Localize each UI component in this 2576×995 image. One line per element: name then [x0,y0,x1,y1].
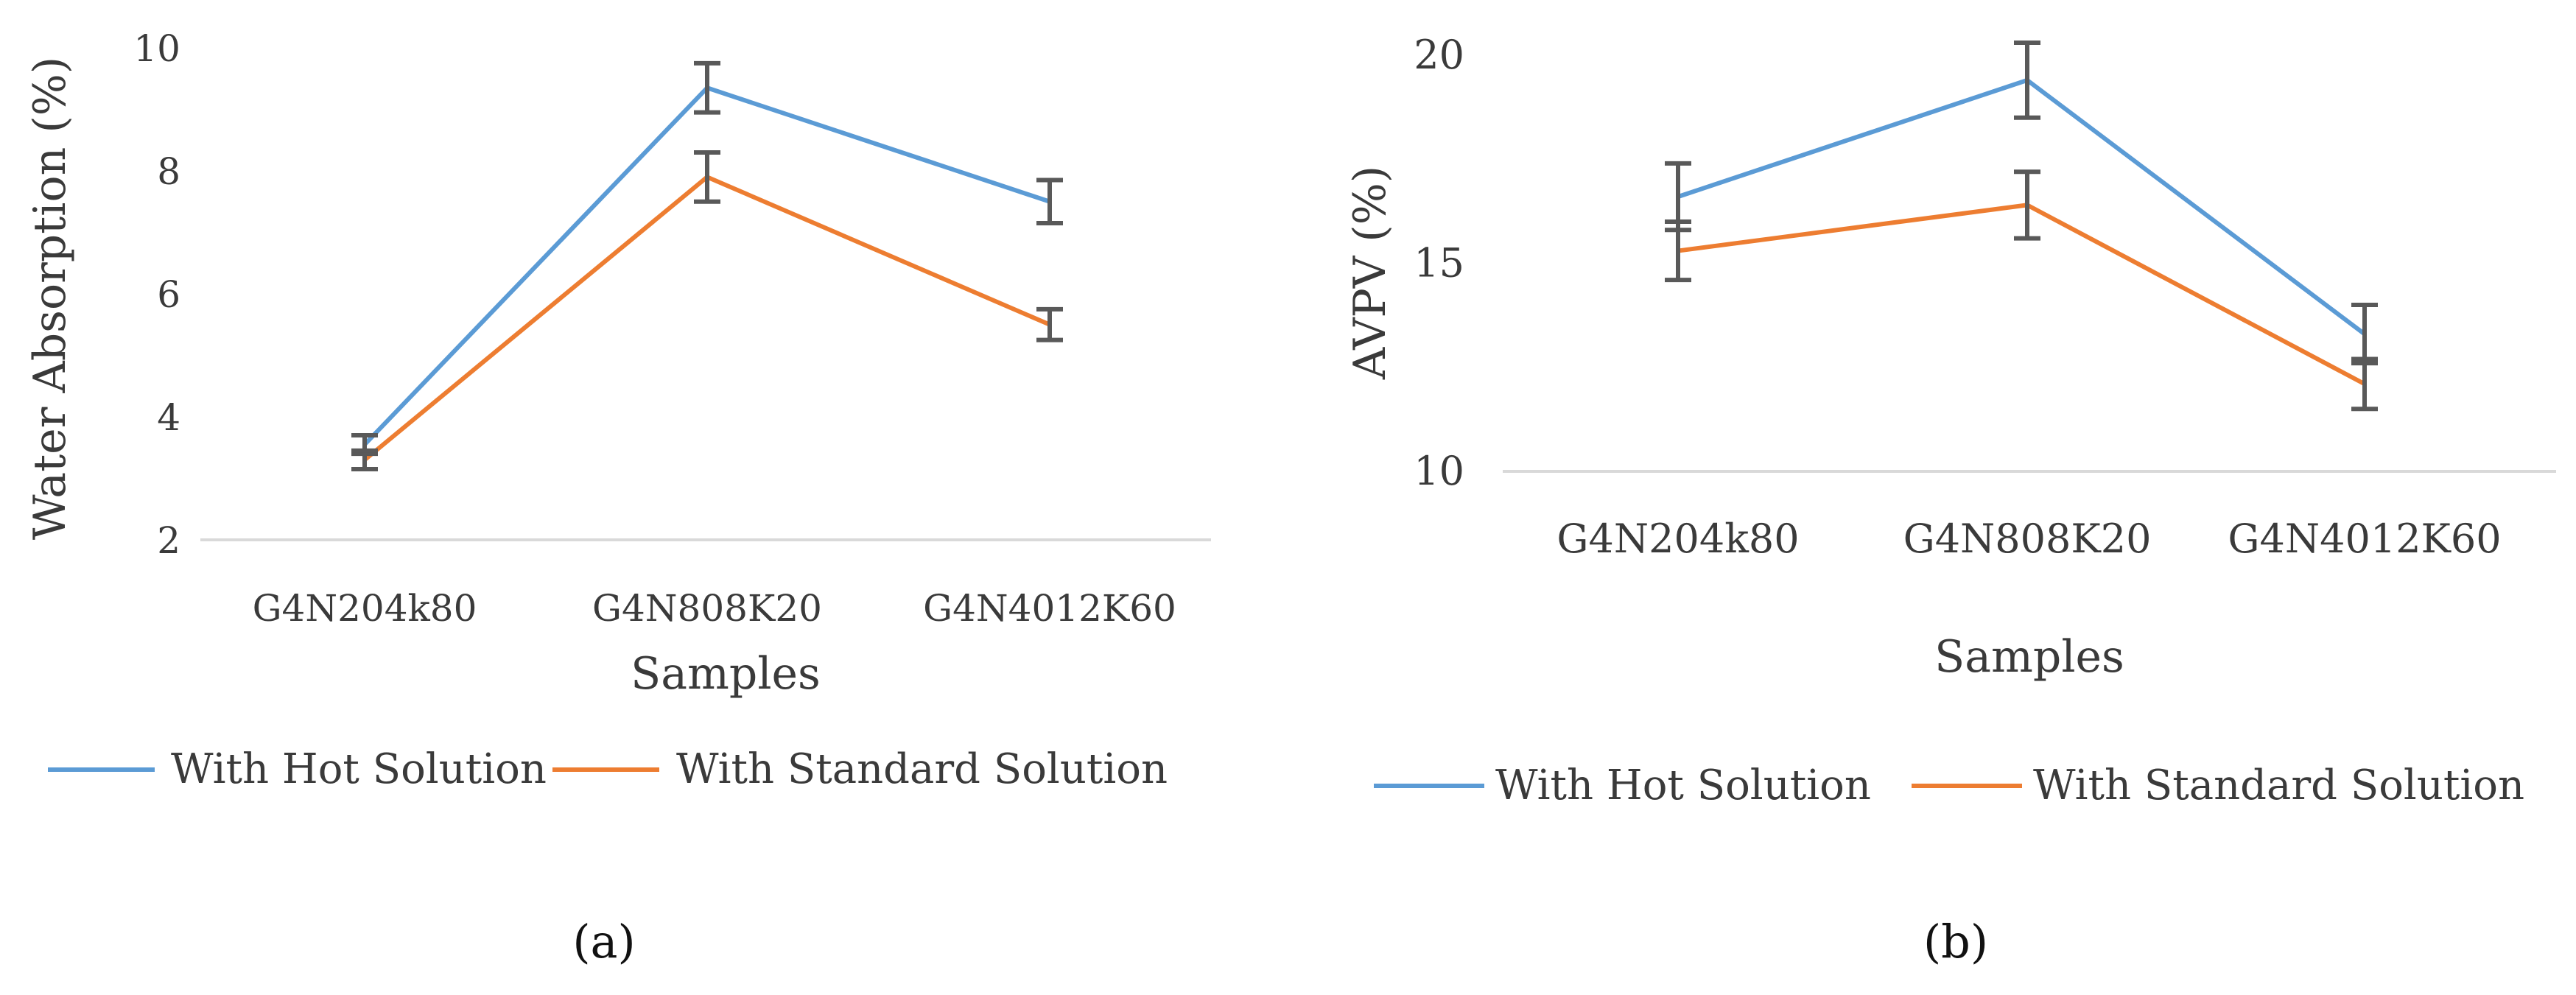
legend-label-standard-a: With Standard Solution [676,745,1168,793]
y-tick-label: 4 [157,396,180,439]
legend-label-hot-a: With Hot Solution [171,745,547,793]
y-tick-labels-b: 10 15 20 [1414,32,1464,494]
x-axis-title-a: Samples [631,648,821,700]
error-bar-standard [2351,356,2378,412]
legend-label-standard-b: With Standard Solution [2033,762,2524,809]
caption-b: (b) [1923,915,1988,968]
error-bar-hot [2014,41,2040,120]
x-tick-label: G4N4012K60 [923,587,1176,630]
plot-area-a [351,60,1063,471]
series-line-standard [1677,203,2366,387]
chart-panel-b: 10 15 20 G4N204k80 G4N808K20 G4N4012K60 Samp… [1344,32,2556,968]
series-line-hot [362,85,1050,446]
error-bar-standard [1665,219,1691,283]
x-axis-title-b: Samples [1934,631,2124,683]
y-tick-label: 8 [157,150,180,193]
x-tick-label: G4N204k80 [1557,516,1799,562]
y-tick-label: 10 [1414,448,1464,494]
y-tick-labels-a: 2 4 6 8 10 [133,27,180,562]
legend-label-hot-b: With Hot Solution [1495,762,1871,809]
y-axis-title-a: Water Absorption (%) [24,57,76,540]
x-tick-label: G4N4012K60 [2228,516,2501,562]
y-tick-label: 6 [157,273,180,316]
x-tick-labels-a: G4N204k80 G4N808K20 G4N4012K60 [253,587,1176,630]
series-line-standard [363,175,1051,462]
y-tick-label: 20 [1414,32,1464,78]
plot-area-b [1665,41,2378,412]
chart-panel-a: 2 4 6 8 10 G4N204k80 G4N808K20 G4N4012K60 Samp… [24,27,1211,968]
error-bar-standard [2014,169,2040,241]
x-tick-label: G4N808K20 [592,587,822,630]
y-tick-label: 10 [133,27,180,70]
error-bar-standard [1036,306,1063,342]
caption-a: (a) [572,915,635,968]
legend-a: With Hot Solution With Standard Solution [48,745,1168,793]
x-tick-labels-b: G4N204k80 G4N808K20 G4N4012K60 [1557,516,2501,562]
error-bar-hot [694,60,720,115]
x-tick-label: G4N808K20 [1903,516,2152,562]
y-axis-title-b: AVPV (%) [1344,166,1396,380]
y-tick-label: 15 [1414,240,1464,286]
error-bar-hot [1036,177,1063,225]
error-bar-standard [351,448,378,471]
y-tick-label: 2 [157,519,180,562]
legend-b: With Hot Solution With Standard Solution [1374,762,2524,809]
x-tick-label: G4N204k80 [253,587,477,630]
error-bar-standard [694,150,720,204]
error-bar-hot [2351,303,2378,366]
